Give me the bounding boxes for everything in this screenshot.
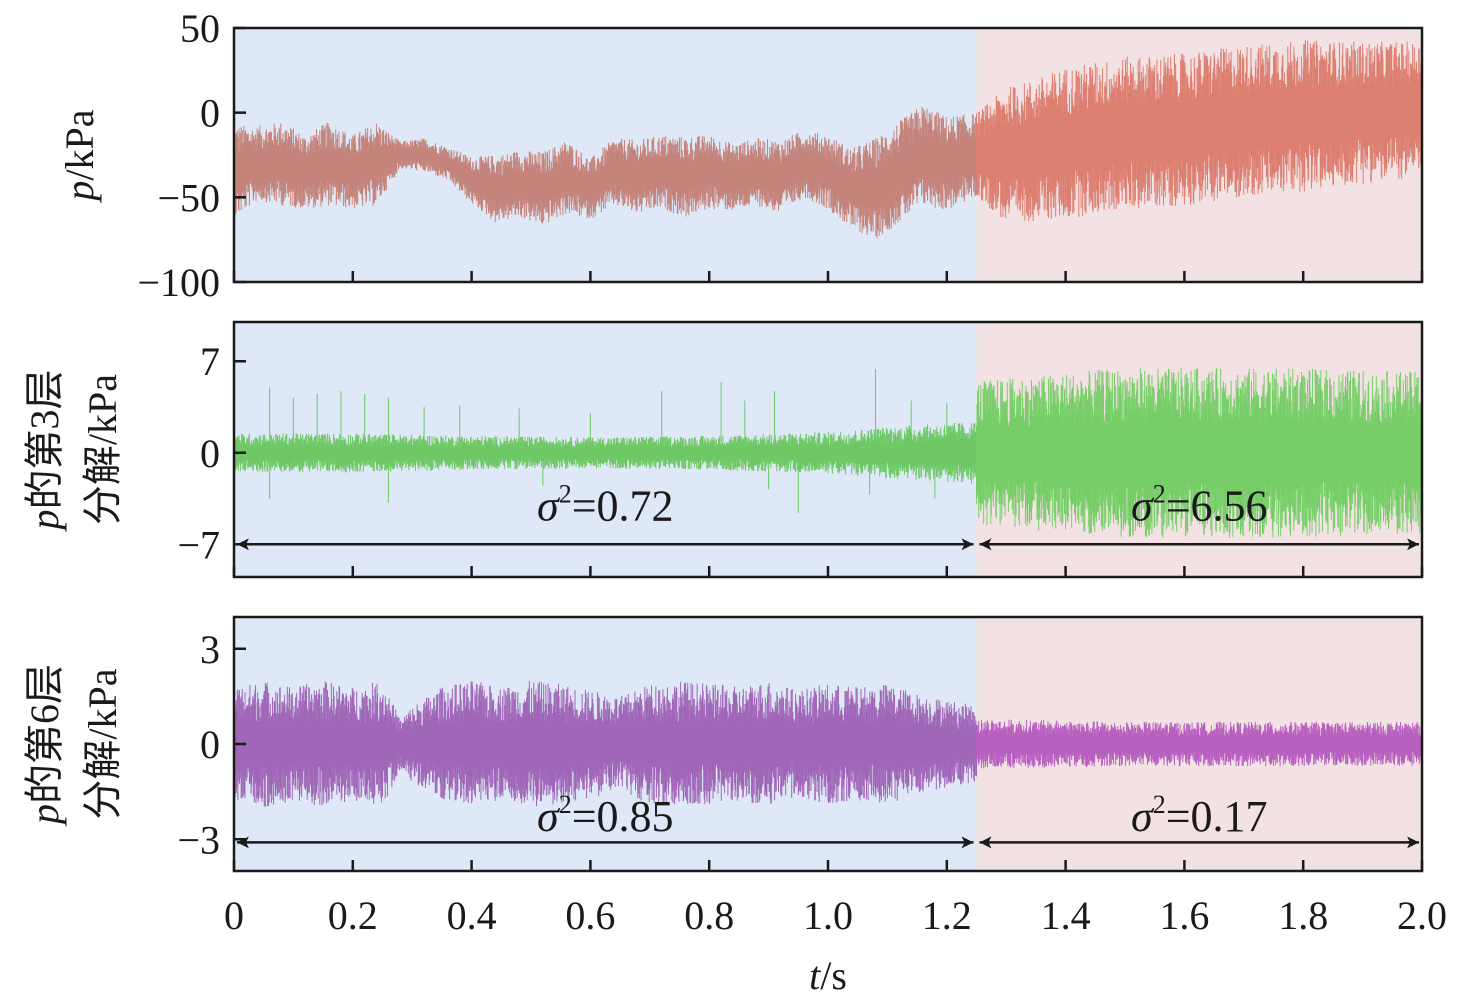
variance-label: σ2=0.17 — [1131, 790, 1268, 841]
series-after — [976, 367, 1423, 538]
x-tick-label: 1.4 — [1041, 893, 1091, 938]
y-axis-label-line-2: 分解/kPa — [80, 374, 125, 525]
x-tick-label: 0 — [224, 893, 244, 938]
x-tick-label: 0.2 — [328, 893, 378, 938]
y-tick-label: −100 — [137, 260, 220, 305]
panel-3: 3 0 −3 p的第6层 分解/kPa σ2=0.85 σ2=0.17 — [22, 615, 1424, 873]
y-tick-label: 0 — [200, 431, 220, 476]
y-axis-label: p/kPa — [57, 109, 102, 203]
series-after — [976, 40, 1423, 222]
variance-label: σ2=0.72 — [537, 479, 674, 530]
y-tick-label: 3 — [200, 627, 220, 672]
x-axis-label: t/s — [809, 953, 847, 998]
y-tick-label: 0 — [200, 91, 220, 136]
y-tick-label: 50 — [180, 6, 220, 51]
panel-2: 7 0 −7 p的第3层 分解/kPa σ2=0.72 σ2=6.56 — [22, 320, 1424, 579]
variance-label: σ2=0.85 — [537, 790, 674, 841]
x-axis: 0 0.2 0.4 0.6 0.8 1.0 1.2 1.4 1.6 1.8 2.0 t/s — [224, 893, 1447, 998]
x-tick-label: 1.8 — [1278, 893, 1328, 938]
y-tick-label: −3 — [177, 817, 220, 862]
y-tick-label: 0 — [200, 722, 220, 767]
x-tick-label: 0.6 — [565, 893, 615, 938]
y-tick-label: −50 — [157, 175, 220, 220]
x-tick-label: 1.6 — [1159, 893, 1209, 938]
y-tick-label: 7 — [200, 339, 220, 384]
series-after — [976, 719, 1423, 769]
x-tick-label: 0.4 — [447, 893, 497, 938]
y-axis-label-line-2: 分解/kPa — [80, 668, 125, 819]
y-axis-label-line-1: p的第3层 — [22, 370, 67, 533]
x-tick-label: 1.0 — [803, 893, 853, 938]
x-tick-label: 1.2 — [922, 893, 972, 938]
x-tick-label: 0.8 — [684, 893, 734, 938]
y-axis-label-line-1: p的第6层 — [22, 664, 67, 827]
panel-1: 50 0 −50 −100 p/kPa — [57, 6, 1424, 305]
x-tick-label: 2.0 — [1397, 893, 1447, 938]
y-tick-label: −7 — [177, 522, 220, 567]
variance-label: σ2=6.56 — [1131, 479, 1268, 530]
